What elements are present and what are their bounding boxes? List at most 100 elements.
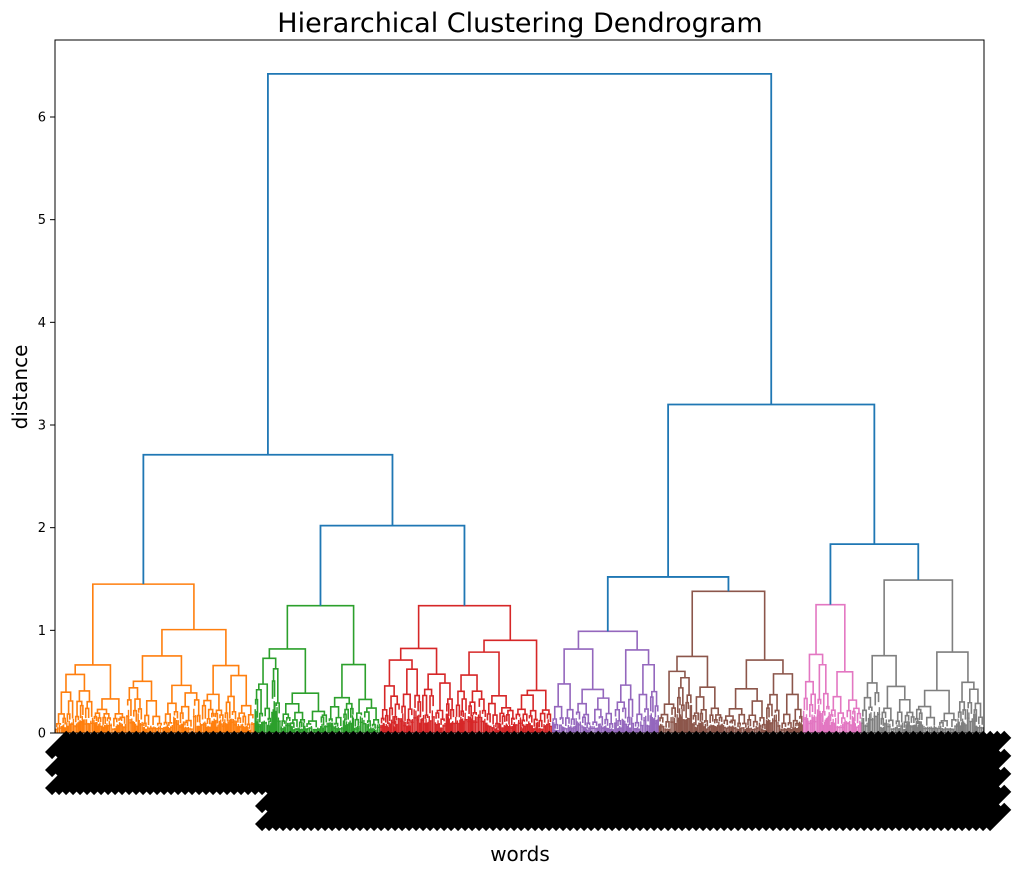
- cluster-1-merge-link: [93, 715, 98, 721]
- cluster-2-merge-link: [358, 698, 373, 714]
- cluster-2-merge-link: [294, 711, 304, 720]
- cluster-1-merge-link: [97, 717, 102, 723]
- cluster-3-merge-link: [478, 698, 485, 711]
- cluster-4-merge-link: [622, 707, 627, 719]
- cluster-3-merge-link: [541, 709, 550, 715]
- cluster-2-merge-link: [328, 718, 333, 722]
- cluster-3-merge-link: [521, 719, 526, 727]
- cluster-7-merge-link: [940, 720, 948, 727]
- cluster-3-merge-link: [436, 709, 444, 720]
- cluster-5-merge-link: [685, 701, 690, 718]
- cluster-5-merge-link: [713, 718, 718, 724]
- merge-left-group: [142, 453, 394, 585]
- cluster-3-merge-link: [394, 703, 400, 717]
- cluster-7-merge-link: [936, 651, 969, 691]
- cluster-4-merge-link: [638, 693, 648, 715]
- cluster-2-merge-link: [286, 717, 291, 722]
- cluster-2-merge-link: [341, 663, 367, 700]
- cluster-3-merge-link: [483, 639, 538, 691]
- cluster-4-merge-link: [581, 716, 587, 726]
- cluster-7-merge-link: [958, 701, 966, 713]
- cluster-1-merge-link: [137, 708, 143, 720]
- cluster-1-merge-link: [67, 700, 74, 719]
- cluster-5-merge-link: [745, 659, 784, 689]
- cluster-1-merge-link: [74, 664, 112, 699]
- cluster-4-merge-link: [583, 713, 590, 724]
- cluster-3-merge-link: [501, 715, 506, 725]
- y-axis-label: distance: [8, 345, 32, 430]
- cluster-5-merge-link: [686, 694, 692, 704]
- y-axis: 0 1 2 3 4 5 6: [38, 111, 55, 742]
- cluster-5-merge-link: [781, 722, 787, 729]
- cluster-3-merge-link: [407, 708, 413, 720]
- cluster-3-merge-link: [468, 705, 472, 717]
- cluster-1-merge-link: [227, 695, 235, 712]
- cluster-1-merge-link: [224, 712, 229, 722]
- cluster-5-merge-link: [761, 723, 766, 730]
- cluster-1-merge-link: [65, 673, 86, 693]
- cluster-3-merge-link: [384, 714, 389, 725]
- cluster-1-merge-link: [161, 628, 227, 666]
- cluster-3-merge-link: [406, 718, 411, 725]
- y-tick-label: 0: [38, 727, 46, 742]
- cluster-1-merge-link: [76, 700, 83, 717]
- cluster-5-merge-link: [715, 714, 722, 720]
- cluster-5-merge-link: [734, 688, 758, 709]
- cluster-3-merge-link: [468, 651, 500, 696]
- cluster-4-merge-link: [651, 690, 658, 706]
- cluster-7-merge-link: [957, 711, 962, 722]
- y-tick-label: 4: [38, 316, 46, 331]
- cluster-5-merge-link: [794, 708, 802, 721]
- merge-root: [267, 72, 773, 455]
- cluster-5-merge-link: [695, 696, 705, 714]
- cluster-2-merge-link: [284, 703, 300, 715]
- cluster-4-merge-link: [644, 708, 649, 722]
- cluster-3-merge-link: [388, 659, 413, 686]
- x-axis-label: words: [490, 842, 550, 866]
- x-axis-leaf-labels: [44, 730, 1012, 832]
- cluster-1-merge-link: [180, 705, 190, 721]
- cluster-1-merge-link: [206, 718, 211, 725]
- cluster-3-merge-link: [417, 604, 512, 649]
- cluster-2-merge-link: [306, 723, 312, 727]
- cluster-4-merge-link: [598, 716, 604, 726]
- cluster-7-merge-link: [898, 698, 911, 713]
- cluster-7-merge-link: [961, 681, 975, 702]
- cluster-3-merge-link: [506, 714, 510, 725]
- cluster-3-merge-link: [440, 718, 445, 725]
- cluster-7-merge-link: [866, 682, 878, 698]
- cluster-4-merge-link: [617, 719, 622, 727]
- cluster-4-merge-link: [624, 649, 650, 686]
- cluster-1-merge-link: [145, 700, 158, 717]
- leaf-label-mark: [982, 802, 1012, 832]
- cluster-3-merge-link: [390, 695, 399, 709]
- cluster-7-merge-link: [888, 719, 894, 727]
- cluster-1-merge-link: [212, 664, 240, 695]
- cluster-3-merge-link: [499, 712, 505, 723]
- cluster-1-merge-link: [102, 716, 107, 725]
- cluster-1-merge-link: [141, 655, 183, 686]
- cluster-6-merge-link: [836, 671, 854, 701]
- cluster-5-merge-link: [691, 590, 766, 661]
- cluster-2-merge-link: [291, 692, 320, 712]
- cluster-1-merge-link: [103, 712, 110, 719]
- merge-purple-brown: [606, 576, 730, 632]
- cluster-7-merge-link: [883, 707, 892, 721]
- cluster-5-merge-link: [747, 718, 752, 727]
- cluster-5-merge-link: [665, 721, 670, 728]
- cluster-5-merge-link: [728, 708, 743, 717]
- cluster-2-merge-link: [271, 680, 276, 699]
- cluster-3-merge-link: [533, 718, 538, 727]
- cluster-1-merge-link: [55, 722, 62, 728]
- cluster-4-merge-link: [564, 717, 570, 726]
- cluster-5-merge-link: [742, 722, 747, 728]
- cluster-5-merge-link: [772, 673, 794, 695]
- cluster-5-merge-link: [787, 722, 792, 729]
- cluster-3-merge-link: [460, 674, 478, 692]
- cluster-2-merge-link: [264, 707, 271, 719]
- cluster-4-merge-link: [594, 708, 602, 723]
- cluster-2-merge-link: [335, 716, 342, 726]
- cluster-3-merge-link: [422, 694, 428, 716]
- cluster-6-merge-link: [837, 712, 845, 724]
- cluster-1-merge-link: [74, 715, 80, 723]
